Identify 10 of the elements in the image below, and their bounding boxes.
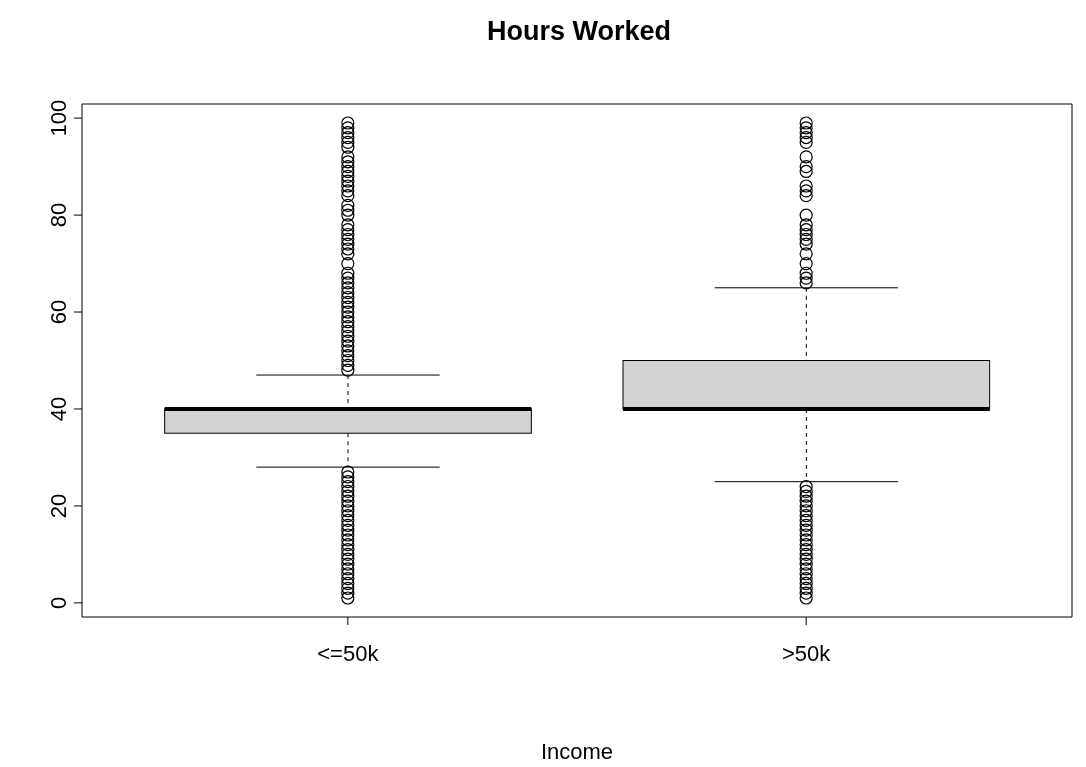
chart-title: Hours Worked [486, 16, 672, 47]
x-axis-title: Income [540, 739, 614, 764]
y-tick-label: 60 [45, 299, 71, 325]
y-tick-label: 20 [45, 493, 71, 519]
x-tick-label: <=50k [317, 640, 380, 666]
x-tick-label: >50k [782, 640, 832, 666]
y-tick-label: 80 [45, 202, 71, 228]
y-tick-label: 40 [45, 396, 71, 422]
y-tick-label: 100 [45, 99, 71, 137]
y-tick-label: 0 [45, 596, 71, 609]
